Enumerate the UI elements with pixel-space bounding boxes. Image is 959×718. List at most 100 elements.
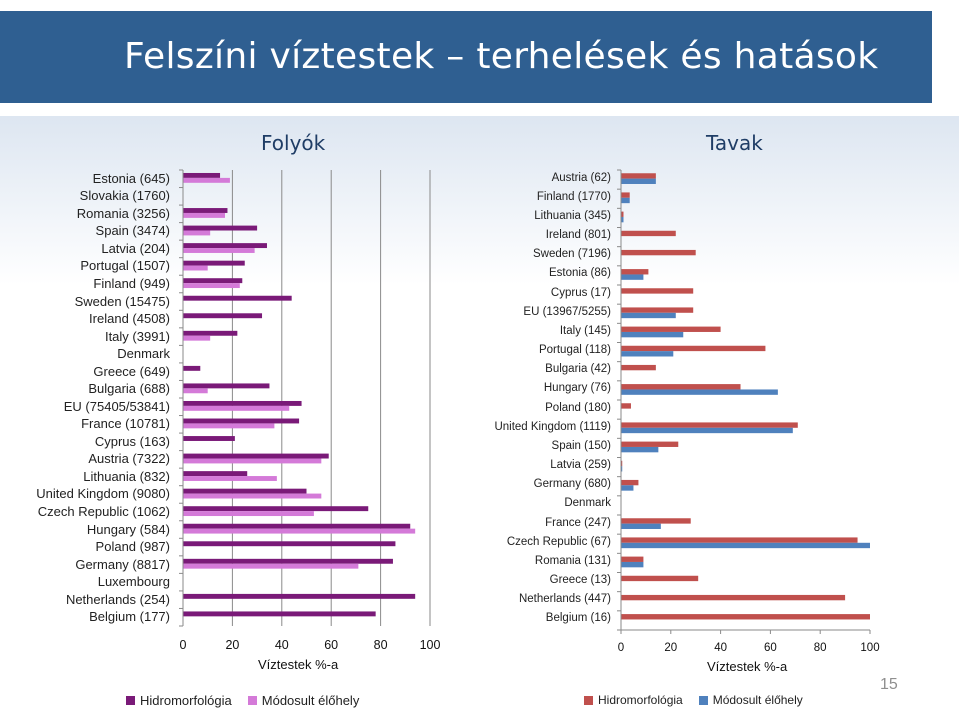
lakes-x-tick-label: 60 <box>763 642 777 654</box>
rivers-bar-m-dosult-l-hely-italy-3991 <box>183 335 211 341</box>
rivers-bar-hidromorfol-gia-cyprus-163 <box>183 436 235 441</box>
rivers-bar-hidromorfol-gia-united-kingdom-9080 <box>183 488 307 494</box>
rivers-category-label: Netherlands (254) <box>65 591 170 607</box>
rivers-bar-hidromorfol-gia-finland-949 <box>183 278 243 284</box>
rivers-bar-m-dosult-l-hely-estonia-645 <box>183 177 230 183</box>
rivers-category-label: Slovakia (1760) <box>79 188 170 204</box>
rivers-bar-hidromorfol-gia-greece-649 <box>183 365 201 371</box>
rivers-bar-hidromorfol-gia-ireland-4508 <box>183 313 263 319</box>
rivers-category-label: Finland (949) <box>93 276 170 291</box>
lakes-legend: Hidromorfológia Módosult élőhely <box>584 693 819 707</box>
rivers-bar-hidromorfol-gia-lithuania-832 <box>183 471 248 477</box>
lakes-bar-hidromorfol-gia-france-247 <box>621 518 691 524</box>
lakes-category-label: United Kingdom (1119) <box>494 420 611 433</box>
legend-swatch <box>584 695 593 705</box>
lakes-bar-hidromorfol-gia-poland-180 <box>621 403 631 409</box>
rivers-category-label: Hungary (584) <box>86 521 170 537</box>
rivers-bar-hidromorfol-gia-sweden-15475 <box>183 295 292 301</box>
lakes-category-label: Sweden (7196) <box>533 248 611 261</box>
legend-swatch <box>126 696 135 705</box>
rivers-bar-m-dosult-l-hely-romania-3256 <box>183 212 225 218</box>
lakes-bar-m-dosult-l-hely-romania-131 <box>621 561 644 568</box>
rivers-bar-hidromorfol-gia-austria-7322 <box>183 453 329 459</box>
rivers-x-tick-label: 0 <box>179 638 187 652</box>
rivers-x-tick-label: 40 <box>274 638 289 652</box>
rivers-bar-m-dosult-l-hely-finland-949 <box>183 283 240 289</box>
rivers-category-label: Estonia (645) <box>92 170 170 186</box>
rivers-category-label: Germany (8817) <box>75 556 170 572</box>
lakes-bar-m-dosult-l-hely-czech-republic-67 <box>621 542 870 549</box>
lakes-category-label: Finland (1770) <box>536 190 611 203</box>
lakes-bar-hidromorfol-gia-united-kingdom-1119 <box>621 422 798 428</box>
rivers-x-tick-label: 20 <box>225 638 240 652</box>
lakes-bar-m-dosult-l-hely-italy-145 <box>621 331 684 338</box>
rivers-category-label: Luxembourg <box>97 574 170 590</box>
lakes-bar-hidromorfol-gia-finland-1770 <box>621 192 630 198</box>
rivers-bar-m-dosult-l-hely-lithuania-832 <box>183 476 277 481</box>
lakes-category-label: Hungary (76) <box>543 382 611 395</box>
rivers-bar-m-dosult-l-hely-spain-3474 <box>183 230 211 236</box>
rivers-bar-hidromorfol-gia-bulgaria-688 <box>183 383 270 389</box>
lakes-bar-hidromorfol-gia-spain-150 <box>621 441 679 447</box>
rivers-bar-m-dosult-l-hely-hungary-584 <box>183 528 416 534</box>
lakes-category-label: Romania (131) <box>534 554 611 567</box>
rivers-x-tick-label: 60 <box>324 638 339 652</box>
rivers-category-label: Belgium (177) <box>89 609 170 625</box>
rivers-category-label: Portugal (1507) <box>80 258 170 274</box>
lakes-bar-m-dosult-l-hely-portugal-118 <box>621 351 674 357</box>
lakes-bar-m-dosult-l-hely-hungary-76 <box>621 389 778 395</box>
rivers-bar-hidromorfol-gia-netherlands-254 <box>183 593 416 599</box>
lakes-bar-hidromorfol-gia-greece-13 <box>621 575 699 582</box>
lakes-category-label: France (247) <box>545 516 611 529</box>
lakes-category-label: Italy (145) <box>559 324 611 337</box>
rivers-category-label: Lithuania (832) <box>83 468 170 484</box>
chart-title-lakes: Tavak <box>706 131 763 155</box>
lakes-bar-m-dosult-l-hely-eu-13967-5255 <box>621 312 676 319</box>
rivers-bar-m-dosult-l-hely-bulgaria-688 <box>183 388 208 394</box>
rivers-category-label: Romania (3256) <box>76 205 170 221</box>
chart-title-rivers: Folyók <box>261 131 326 155</box>
lakes-category-label: Spain (150) <box>551 439 611 452</box>
rivers-category-label: Denmark <box>117 346 170 362</box>
rivers-category-label: Poland (987) <box>95 539 170 555</box>
rivers-bar-hidromorfol-gia-estonia-645 <box>183 172 221 178</box>
legend-swatch <box>247 696 257 705</box>
rivers-bar-hidromorfol-gia-latvia-204 <box>183 243 267 249</box>
rivers-bar-m-dosult-l-hely-latvia-204 <box>183 248 255 253</box>
rivers-bar-m-dosult-l-hely-eu-75405-53841 <box>183 405 290 411</box>
slide-title: Felszíni víztestek – terhelések és hatás… <box>124 36 879 77</box>
lakes-x-tick-label: 80 <box>813 642 827 654</box>
rivers-bar-hidromorfol-gia-eu-75405-53841 <box>183 400 302 406</box>
lakes-bar-hidromorfol-gia-estonia-86 <box>621 269 649 275</box>
lakes-bar-m-dosult-l-hely-finland-1770 <box>621 197 630 204</box>
legend-label: Hidromorfológia <box>140 693 232 708</box>
rivers-bar-m-dosult-l-hely-austria-7322 <box>183 458 322 464</box>
rivers-bar-m-dosult-l-hely-united-kingdom-9080 <box>183 493 322 499</box>
rivers-category-label: Spain (3474) <box>95 223 170 239</box>
rivers-category-label: Italy (3991) <box>104 328 170 344</box>
lakes-category-label: Latvia (259) <box>550 459 611 472</box>
lakes-bar-hidromorfol-gia-romania-131 <box>621 556 644 562</box>
lakes-bar-hidromorfol-gia-ireland-801 <box>621 230 676 237</box>
rivers-x-tick-label: 80 <box>373 638 388 652</box>
rivers-x-tick-label: 100 <box>419 638 441 652</box>
lakes-bar-hidromorfol-gia-eu-13967-5255 <box>621 307 694 313</box>
lakes-bar-hidromorfol-gia-belgium-16 <box>621 614 870 620</box>
lakes-bar-hidromorfol-gia-portugal-118 <box>621 345 766 352</box>
rivers-bar-hidromorfol-gia-romania-3256 <box>183 208 228 213</box>
lakes-category-label: Poland (180) <box>545 401 611 414</box>
lakes-bar-m-dosult-l-hely-austria-62 <box>621 178 656 184</box>
rivers-category-label: France (10781) <box>81 416 170 432</box>
rivers-bar-hidromorfol-gia-portugal-1507 <box>183 260 245 266</box>
lakes-category-label: EU (13967/5255) <box>523 305 611 318</box>
rivers-legend-item-modosult-elohely: Módosult élőhely <box>247 693 359 708</box>
rivers-bar-hidromorfol-gia-hungary-584 <box>183 523 411 529</box>
rivers-category-label: Ireland (4508) <box>89 311 170 327</box>
rivers-bar-m-dosult-l-hely-portugal-1507 <box>183 265 208 271</box>
lakes-legend-item-modosult-elohely: Módosult élőhely <box>698 693 803 707</box>
rivers-category-label: Bulgaria (688) <box>88 381 170 397</box>
rivers-category-label: EU (75405/53841) <box>63 398 170 414</box>
lakes-category-label: Denmark <box>564 497 611 510</box>
lakes-bar-hidromorfol-gia-netherlands-447 <box>621 594 846 601</box>
